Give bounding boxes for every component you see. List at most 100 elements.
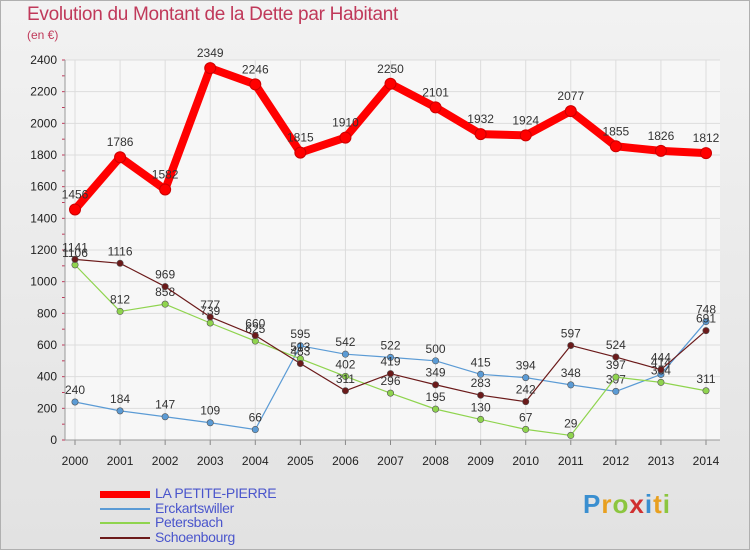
data-label: 1815 bbox=[287, 131, 314, 145]
y-tick-label: 2000 bbox=[30, 116, 57, 130]
x-tick-label: 2000 bbox=[62, 454, 89, 468]
data-point bbox=[251, 426, 259, 434]
data-label: 66 bbox=[249, 411, 263, 425]
data-label: 240 bbox=[65, 383, 85, 397]
legend-label: Erckartswiller bbox=[155, 499, 235, 516]
x-tick-label: 2004 bbox=[242, 454, 269, 468]
data-label: 1910 bbox=[332, 116, 359, 130]
data-point bbox=[474, 128, 487, 141]
data-label: 147 bbox=[155, 398, 175, 412]
data-point bbox=[116, 407, 124, 415]
data-point bbox=[204, 62, 217, 75]
logo-letter: r bbox=[601, 489, 613, 519]
data-point bbox=[251, 331, 259, 339]
data-point bbox=[477, 391, 485, 399]
x-tick-label: 2006 bbox=[332, 454, 359, 468]
legend-swatch bbox=[100, 507, 150, 510]
data-label: 597 bbox=[561, 326, 581, 340]
data-point bbox=[432, 405, 440, 413]
data-label: 311 bbox=[336, 372, 355, 386]
data-point bbox=[702, 327, 710, 335]
x-tick-label: 2012 bbox=[603, 454, 630, 468]
proxiti-logo: Proxiti bbox=[583, 489, 671, 520]
data-point bbox=[657, 378, 665, 386]
y-tick-label: 2200 bbox=[30, 85, 57, 99]
data-point bbox=[249, 78, 262, 91]
data-label: 242 bbox=[516, 383, 536, 397]
data-point bbox=[116, 259, 124, 267]
data-point bbox=[522, 398, 530, 406]
data-point bbox=[432, 357, 440, 365]
data-point bbox=[71, 255, 79, 263]
data-point bbox=[432, 381, 440, 389]
y-tick-label: 600 bbox=[37, 338, 57, 352]
data-label: 311 bbox=[696, 372, 715, 386]
data-label: 2349 bbox=[197, 46, 224, 60]
y-tick-label: 1600 bbox=[30, 180, 57, 194]
chart-title: Evolution du Montant de la Dette par Hab… bbox=[27, 4, 398, 25]
data-label: 522 bbox=[380, 338, 400, 352]
data-label: 1106 bbox=[62, 246, 88, 260]
data-label: 483 bbox=[290, 345, 310, 359]
legend-swatch bbox=[100, 490, 150, 498]
data-label: 1826 bbox=[648, 129, 675, 143]
data-label: 67 bbox=[519, 410, 533, 424]
data-point bbox=[702, 318, 710, 326]
data-point bbox=[161, 413, 169, 421]
legend-label: Schoenbourg bbox=[155, 528, 235, 545]
data-point bbox=[296, 342, 304, 350]
data-point bbox=[296, 360, 304, 368]
legend-swatch bbox=[100, 522, 150, 524]
data-label: 500 bbox=[426, 342, 446, 356]
data-label: 660 bbox=[245, 317, 265, 331]
data-label: 419 bbox=[380, 355, 400, 369]
data-label: 1582 bbox=[152, 168, 179, 182]
data-point bbox=[161, 300, 169, 308]
y-tick-label: 1400 bbox=[30, 211, 57, 225]
legend-label: Petersbach bbox=[155, 514, 223, 530]
x-tick-label: 2014 bbox=[693, 454, 720, 468]
y-tick-label: 2400 bbox=[30, 53, 57, 67]
chart-subtitle: (en €) bbox=[27, 28, 59, 42]
data-label: 625 bbox=[245, 322, 265, 336]
data-point bbox=[206, 419, 214, 427]
data-label: 1932 bbox=[467, 112, 494, 126]
data-point bbox=[341, 350, 349, 358]
data-label: 812 bbox=[110, 292, 130, 306]
data-label: 349 bbox=[426, 366, 446, 380]
data-point bbox=[339, 131, 352, 144]
data-label: 1116 bbox=[108, 244, 133, 258]
data-label: 542 bbox=[335, 335, 355, 349]
data-label: 777 bbox=[200, 298, 220, 312]
data-point bbox=[206, 313, 214, 321]
data-point bbox=[386, 389, 394, 397]
data-label: 524 bbox=[606, 338, 626, 352]
data-label: 184 bbox=[110, 392, 130, 406]
data-label: 130 bbox=[471, 400, 491, 414]
data-label: 283 bbox=[471, 376, 491, 390]
data-point bbox=[116, 307, 124, 315]
data-point bbox=[386, 370, 394, 378]
y-tick-label: 0 bbox=[50, 433, 57, 447]
data-label: 414 bbox=[651, 355, 671, 369]
data-point bbox=[702, 387, 710, 395]
data-label: 1141 bbox=[62, 240, 88, 254]
data-point bbox=[341, 387, 349, 395]
y-tick-label: 400 bbox=[37, 370, 57, 384]
data-point bbox=[567, 341, 575, 349]
x-tick-label: 2002 bbox=[152, 454, 179, 468]
data-point bbox=[522, 374, 530, 382]
data-label: 2250 bbox=[377, 62, 404, 76]
data-point bbox=[567, 381, 575, 389]
data-point bbox=[386, 353, 394, 361]
data-point bbox=[609, 140, 622, 153]
data-point bbox=[612, 387, 620, 395]
data-label: 748 bbox=[696, 303, 716, 317]
data-point bbox=[654, 144, 667, 157]
data-point bbox=[522, 425, 530, 433]
data-point bbox=[161, 283, 169, 291]
data-point bbox=[294, 146, 307, 159]
legend-swatch bbox=[100, 536, 150, 539]
data-label: 444 bbox=[651, 351, 671, 365]
